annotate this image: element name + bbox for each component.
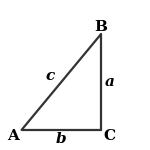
Text: c: c: [45, 69, 54, 83]
Text: a: a: [105, 75, 114, 89]
Text: C: C: [103, 129, 116, 143]
Text: A: A: [7, 129, 19, 143]
Text: B: B: [94, 20, 107, 34]
Text: b: b: [56, 132, 66, 146]
